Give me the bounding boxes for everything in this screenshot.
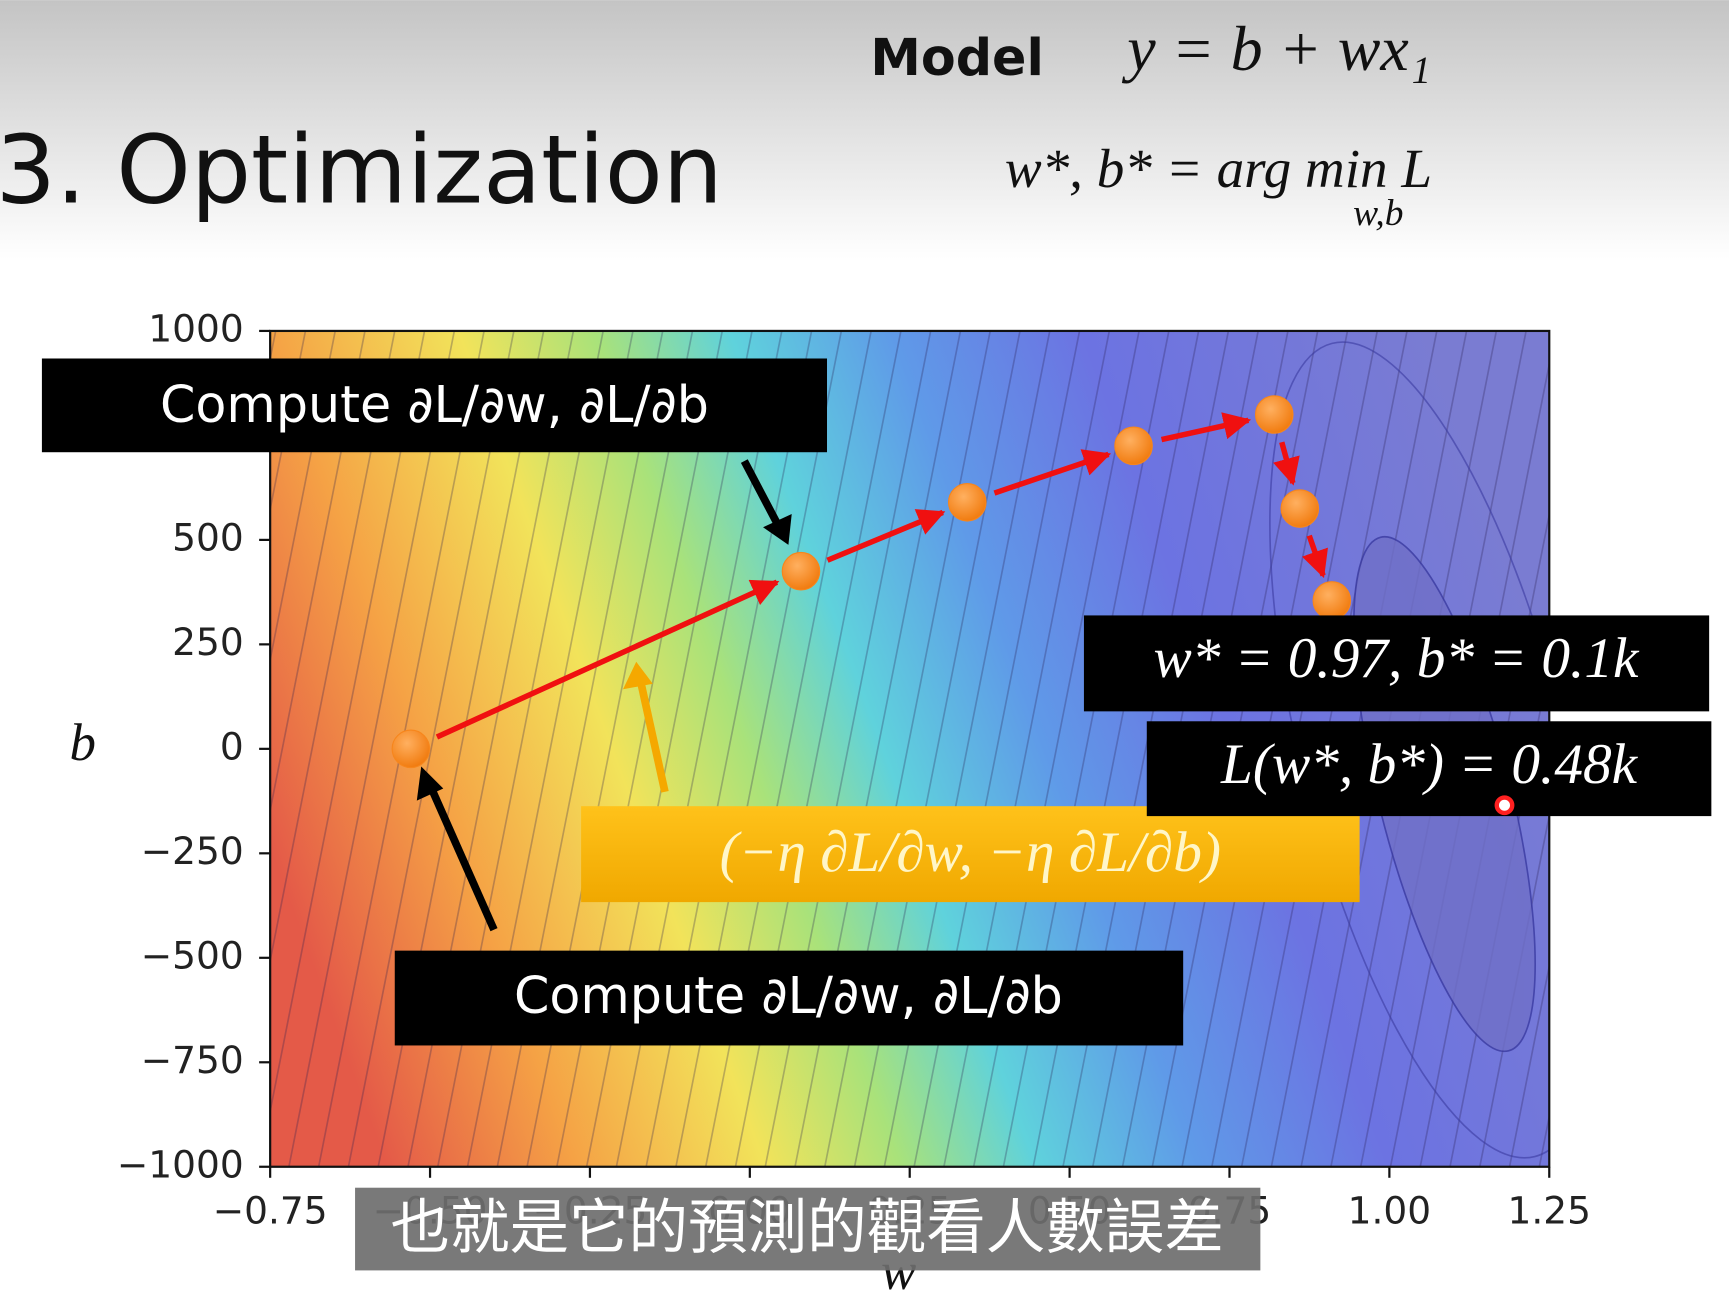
slide-title: 3. Optimization [0, 115, 723, 225]
pointer-arrow-head [416, 766, 444, 801]
pointer-arrow-head [763, 513, 792, 545]
contour-line [347, 330, 515, 1167]
contour-line [1508, 961, 1550, 1167]
y-tick-label: 1000 [148, 306, 243, 350]
step-arrow [1273, 441, 1300, 486]
step-arrow [993, 449, 1112, 496]
y-tick-label: 500 [172, 515, 244, 559]
point [947, 482, 987, 522]
point [781, 551, 821, 591]
objective: w*, b* = arg min L [1005, 138, 1432, 199]
annotation-box [394, 950, 1184, 1046]
model-label: Model [870, 28, 1043, 87]
y-tick-label: −1000 [117, 1142, 244, 1186]
contour-line [270, 330, 366, 815]
contour-line [270, 330, 307, 514]
contour-line [270, 330, 396, 965]
contour-line [270, 330, 426, 1116]
pointer-arrow [636, 680, 669, 793]
descent-path [391, 395, 1352, 769]
step-arrow [826, 509, 946, 563]
caption: 也就是它的預測的觀看人數誤差 [390, 1194, 1223, 1263]
x-tick-label: 1.00 [1348, 1189, 1431, 1233]
point [1254, 395, 1294, 434]
pointer-arrow [426, 783, 498, 932]
step-arrow [1301, 534, 1328, 579]
annotation-box [1083, 615, 1710, 712]
annotation: Compute ∂L/∂w, ∂L/∂b [514, 966, 1063, 1025]
point [1280, 489, 1320, 528]
pointer-arrow-head [623, 661, 653, 690]
point [1114, 426, 1153, 466]
caption-box [355, 1187, 1261, 1271]
objective-subscript: w,b [1353, 193, 1403, 234]
y-axis-label: b [69, 714, 95, 772]
y-tick-label: −250 [141, 829, 244, 873]
x-tick-label: 1.25 [1508, 1189, 1591, 1233]
annotation: (−η ∂L/∂w, −η ∂L/∂b) [720, 821, 1221, 884]
step-arrow [435, 579, 780, 740]
y-tick-label: −750 [141, 1038, 244, 1082]
contour-line [288, 330, 456, 1167]
pointer-arrow [740, 459, 781, 526]
x-tick-label: −0.75 [213, 1189, 328, 1233]
annotation-box [41, 358, 828, 453]
step-arrow [1160, 412, 1252, 443]
annotation: w* = 0.97, b* = 0.1k [1153, 627, 1640, 690]
y-tick-label: 250 [172, 620, 244, 664]
minimum-layer [1494, 795, 1515, 816]
minimum-point [1494, 795, 1515, 816]
y-tick-label: 0 [220, 724, 244, 768]
point [1312, 581, 1352, 620]
annotation-box [1146, 721, 1712, 817]
y-tick-label: −500 [141, 933, 244, 977]
model-formula: y = b + wx₁ [1121, 13, 1431, 84]
annotation: L(w*, b*) = 0.48k [1220, 733, 1639, 796]
point [391, 729, 431, 769]
annotation-box [581, 806, 1360, 903]
contour-line [270, 330, 337, 664]
annotation: Compute ∂L/∂w, ∂L/∂b [160, 375, 709, 434]
